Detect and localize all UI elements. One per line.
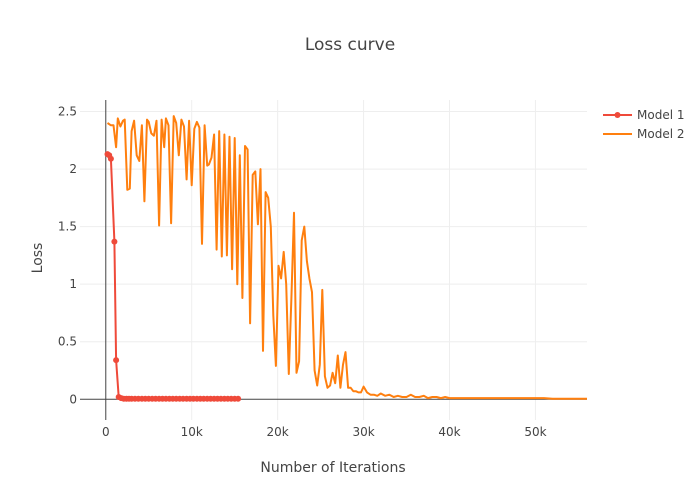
x-tick-label-1: 10k [181,425,203,439]
x-tick-label-2: 20k [267,425,289,439]
legend: Model 1 Model 2 [603,108,684,141]
x-tick-label-3: 30k [352,425,374,439]
x-axis-title: Number of Iterations [260,460,405,476]
y-tick-label-1: 0.5 [58,335,77,349]
grid-lines [80,100,587,420]
y-tick-label-2: 1 [69,277,77,291]
y-tick-label-3: 1.5 [58,220,77,234]
legend-item-1[interactable]: Model 1 [603,108,684,122]
legend-item-2[interactable]: Model 2 [603,127,684,141]
x-tick-label-5: 50k [524,425,546,439]
x-tick-label-4: 40k [438,425,460,439]
legend-label-1: Model 1 [637,108,684,122]
x-tick-label-0: 0 [102,425,110,439]
series-1-point-2 [107,155,114,162]
chart-title: Loss curve [305,35,395,55]
series-line-2 [106,115,587,400]
legend-label-2: Model 2 [637,127,684,141]
series-layer [104,115,587,402]
tick-labels: 0 0.5 1 1.5 2 2.5 0 10k 20k 30k 40k 50k [58,105,547,439]
y-axis-title: Loss [30,243,46,274]
y-tick-label-4: 2 [69,162,77,176]
y-tick-label-5: 2.5 [58,105,77,119]
series-1-point-3 [111,238,118,245]
series-1 [104,151,242,402]
series-2 [106,115,587,400]
legend-marker-1 [614,112,621,118]
series-1-point-41 [235,395,242,402]
y-tick-label-0: 0 [69,392,77,406]
series-1-point-4 [113,357,120,364]
